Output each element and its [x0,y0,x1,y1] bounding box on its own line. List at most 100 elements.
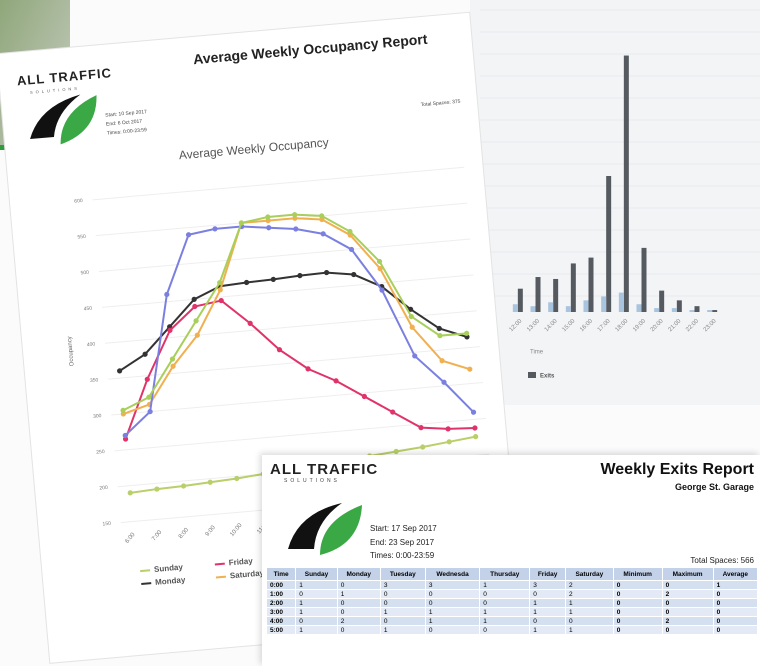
series-point [323,269,330,276]
y-axis-label: Occupancy [67,336,76,366]
series-point [305,366,311,372]
series-point [347,228,353,235]
table-row: 0:00 1 0 3 3 1 3 2 0 0 1 [265,580,759,590]
series-point [191,296,197,302]
series-point [293,226,299,232]
value-cell: 0 [529,589,566,599]
value-cell: 0 [661,625,714,635]
column-header: Tuesday [379,567,426,581]
value-cell: 1 [564,598,614,608]
value-cell: 0 [712,616,759,626]
series-point [192,303,198,310]
series-point [185,232,192,238]
start-date: Start: 17 Sep 2017 [370,524,437,533]
logo-dark [30,94,81,140]
legend-label: Saturday [229,568,264,580]
series-point [418,425,424,431]
column-header: Average [712,567,759,581]
series-point [390,409,396,415]
value-cell: 1 [295,607,338,617]
table-row: 1:00 0 1 0 0 0 0 2 0 2 0 [265,589,759,599]
column-header: Minimum [612,567,663,581]
bar [654,308,660,312]
series-point [291,212,298,218]
series-point [265,214,271,220]
series-point [319,213,325,219]
series-point [464,330,470,336]
value-cell: 0 [661,607,714,617]
legend-label: Friday [228,556,253,567]
bar [636,304,642,312]
series-point [348,246,355,253]
series-point [180,483,187,489]
column-header: Maximum [661,567,714,581]
legend-swatch [140,569,151,573]
times: Times: 0:00-23:59 [370,551,435,560]
grid-line [114,417,487,452]
total-spaces: Total Spaces: 375 [421,99,461,108]
value-cell: 0 [295,616,338,626]
bar [583,300,589,312]
value-cell: 0 [424,625,481,635]
value-cell: 1 [712,580,759,590]
grid-line [111,381,484,416]
value-cell: 2 [564,589,614,599]
table-row: 3:00 1 0 1 1 1 1 1 0 0 0 [265,607,759,617]
logo-dark [288,503,342,549]
page-sheet [470,0,760,405]
series-point [320,231,326,237]
column-header: Wednesda [424,567,481,581]
value-cell: 2 [661,589,714,599]
logo [288,503,362,555]
series-point [408,313,414,320]
series-point [333,378,339,384]
series-point [169,356,176,362]
value-cell: 2 [336,616,381,626]
column-header: Friday [529,567,566,581]
y-tick-label: 250 [96,449,105,456]
series-point [376,258,383,265]
legend-swatch [528,372,536,378]
series-point [412,353,418,359]
series-point [127,490,133,496]
value-cell: 0 [424,589,481,599]
value-cell: 1 [336,589,381,599]
value-cell: 2 [564,580,614,590]
value-cell: 0 [529,616,566,626]
value-cell: 1 [295,598,338,608]
series-point [244,279,250,286]
value-cell: 0 [295,589,338,599]
value-cell: 0 [661,580,714,590]
times: Times: 0:00-23:59 [107,127,148,136]
series-point [473,434,479,440]
value-cell: 1 [479,580,531,590]
bar [707,310,713,312]
series-point [446,439,452,445]
value-cell: 0 [336,598,381,608]
grid-line [101,274,474,308]
series-point [247,320,253,326]
value-cell: 0 [612,589,663,599]
legend-label: Sunday [154,562,184,574]
series-point [470,409,477,415]
value-cell: 0 [612,607,663,617]
series-point [194,332,200,338]
series-point [142,351,148,357]
series-point [436,325,442,332]
value-cell: 1 [529,607,566,617]
bar [553,278,559,312]
series-line [124,299,475,440]
exits-report-page: ALL TRAFFIC SOLUTIONS Weekly Exits Repor… [262,455,760,666]
value-cell: 1 [529,625,566,635]
y-tick-label: 550 [77,234,86,241]
value-cell: 0 [336,625,381,635]
time-cell: 3:00 [265,607,297,617]
value-cell: 1 [295,625,338,635]
column-header: Thursday [479,567,531,581]
brand-sub: SOLUTIONS [284,478,340,484]
y-tick-label: 350 [90,377,99,384]
bar [512,304,518,312]
end-date: End: 6 Oct 2017 [106,119,143,128]
value-cell: 0 [612,616,663,626]
value-cell: 0 [479,598,531,608]
